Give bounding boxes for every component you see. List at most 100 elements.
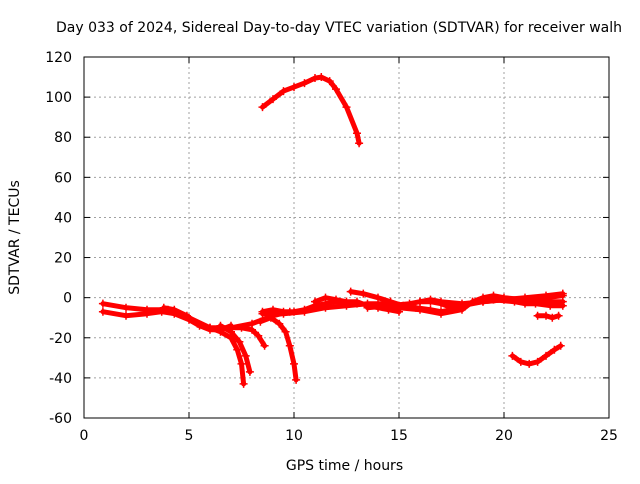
data-point (256, 317, 265, 326)
data-point (558, 289, 567, 298)
data-series-track-3 (161, 305, 247, 387)
data-point (542, 311, 550, 320)
data-point (300, 307, 309, 316)
data-point (355, 139, 364, 148)
data-point (143, 309, 151, 318)
data-point (533, 357, 542, 366)
data-point (193, 319, 202, 328)
x-tick-label: 10 (285, 428, 303, 444)
data-point (558, 301, 567, 310)
y-tick-label: 40 (54, 210, 72, 226)
data-point (508, 351, 517, 360)
data-point (332, 295, 340, 304)
y-tick-label: 120 (45, 50, 72, 66)
data-point (416, 305, 424, 314)
data-point (353, 129, 361, 138)
data-point (248, 325, 256, 334)
data-point (542, 351, 550, 360)
data-point (516, 357, 525, 366)
data-point (311, 74, 319, 83)
data-point (554, 311, 563, 320)
x-tick-label: 20 (495, 428, 513, 444)
y-tick-label: 0 (63, 291, 72, 307)
data-series-track-10 (260, 74, 362, 146)
data-point (281, 327, 290, 336)
x-tick-label: 5 (185, 428, 194, 444)
data-point (233, 345, 242, 354)
data-points (98, 73, 567, 388)
data-point (269, 95, 277, 104)
data-series-track-6 (257, 315, 299, 383)
data-point (170, 305, 179, 314)
y-axis-label: SDTVAR / TECUs (7, 180, 23, 295)
data-point (258, 309, 267, 318)
data-point (227, 323, 235, 332)
data-point (550, 345, 559, 354)
data-point (275, 319, 284, 328)
data-point (437, 309, 445, 318)
data-point (489, 295, 498, 304)
x-axis-label: GPS time / hours (286, 458, 403, 474)
x-tick-label: 0 (80, 428, 89, 444)
data-point (235, 337, 244, 346)
data-point (182, 311, 191, 320)
data-point (317, 73, 326, 82)
data-point (426, 295, 435, 304)
data-point (279, 309, 288, 318)
data-point (254, 331, 263, 340)
data-point (542, 291, 550, 300)
data-point (510, 297, 519, 306)
data-point (216, 321, 225, 330)
y-tick-label: 20 (54, 251, 72, 267)
data-point (533, 311, 542, 320)
y-tick-label: -40 (49, 371, 72, 387)
data-point (245, 367, 254, 376)
data-point (285, 341, 294, 350)
data-point (342, 297, 351, 306)
data-point (290, 83, 298, 92)
data-point (359, 289, 368, 298)
chart-title: Day 033 of 2024, Sidereal Day-to-day VTE… (56, 20, 622, 36)
x-tick-label: 25 (600, 428, 618, 444)
data-point (206, 323, 214, 332)
data-point (239, 379, 248, 388)
data-point (300, 79, 309, 88)
data-point (346, 287, 355, 296)
data-point (260, 341, 269, 350)
data-point (332, 85, 340, 94)
data-point (290, 359, 298, 368)
data-point (325, 77, 334, 86)
data-point (416, 297, 424, 306)
data-point (321, 293, 330, 302)
data-point (521, 299, 529, 308)
plot-frame (83, 56, 610, 419)
data-point (237, 359, 246, 368)
data-point (342, 103, 351, 112)
y-tick-label: 100 (45, 90, 72, 106)
data-point (531, 299, 540, 308)
data-series-track-16 (535, 313, 562, 321)
data-point (525, 359, 534, 368)
data-point (437, 297, 445, 306)
y-tick-label: -20 (49, 331, 72, 347)
y-tick-label: 60 (54, 170, 72, 186)
data-point (374, 301, 382, 310)
axes: 0 5 10 15 20 25 -60 -40 -20 0 20 40 60 80 100 120 (45, 50, 618, 444)
data-point (548, 313, 557, 322)
data-point (546, 301, 555, 310)
data-point (258, 103, 267, 112)
data-point (237, 323, 246, 332)
data-point (98, 307, 107, 316)
data-point (279, 87, 288, 96)
data-point (122, 311, 130, 320)
data-point (353, 297, 361, 306)
data-point (374, 293, 382, 302)
data-point (556, 341, 565, 350)
x-tick-label: 15 (390, 428, 408, 444)
data-point (122, 303, 130, 312)
data-point (363, 303, 372, 312)
y-tick-label: -60 (49, 411, 72, 427)
data-point (98, 299, 107, 308)
